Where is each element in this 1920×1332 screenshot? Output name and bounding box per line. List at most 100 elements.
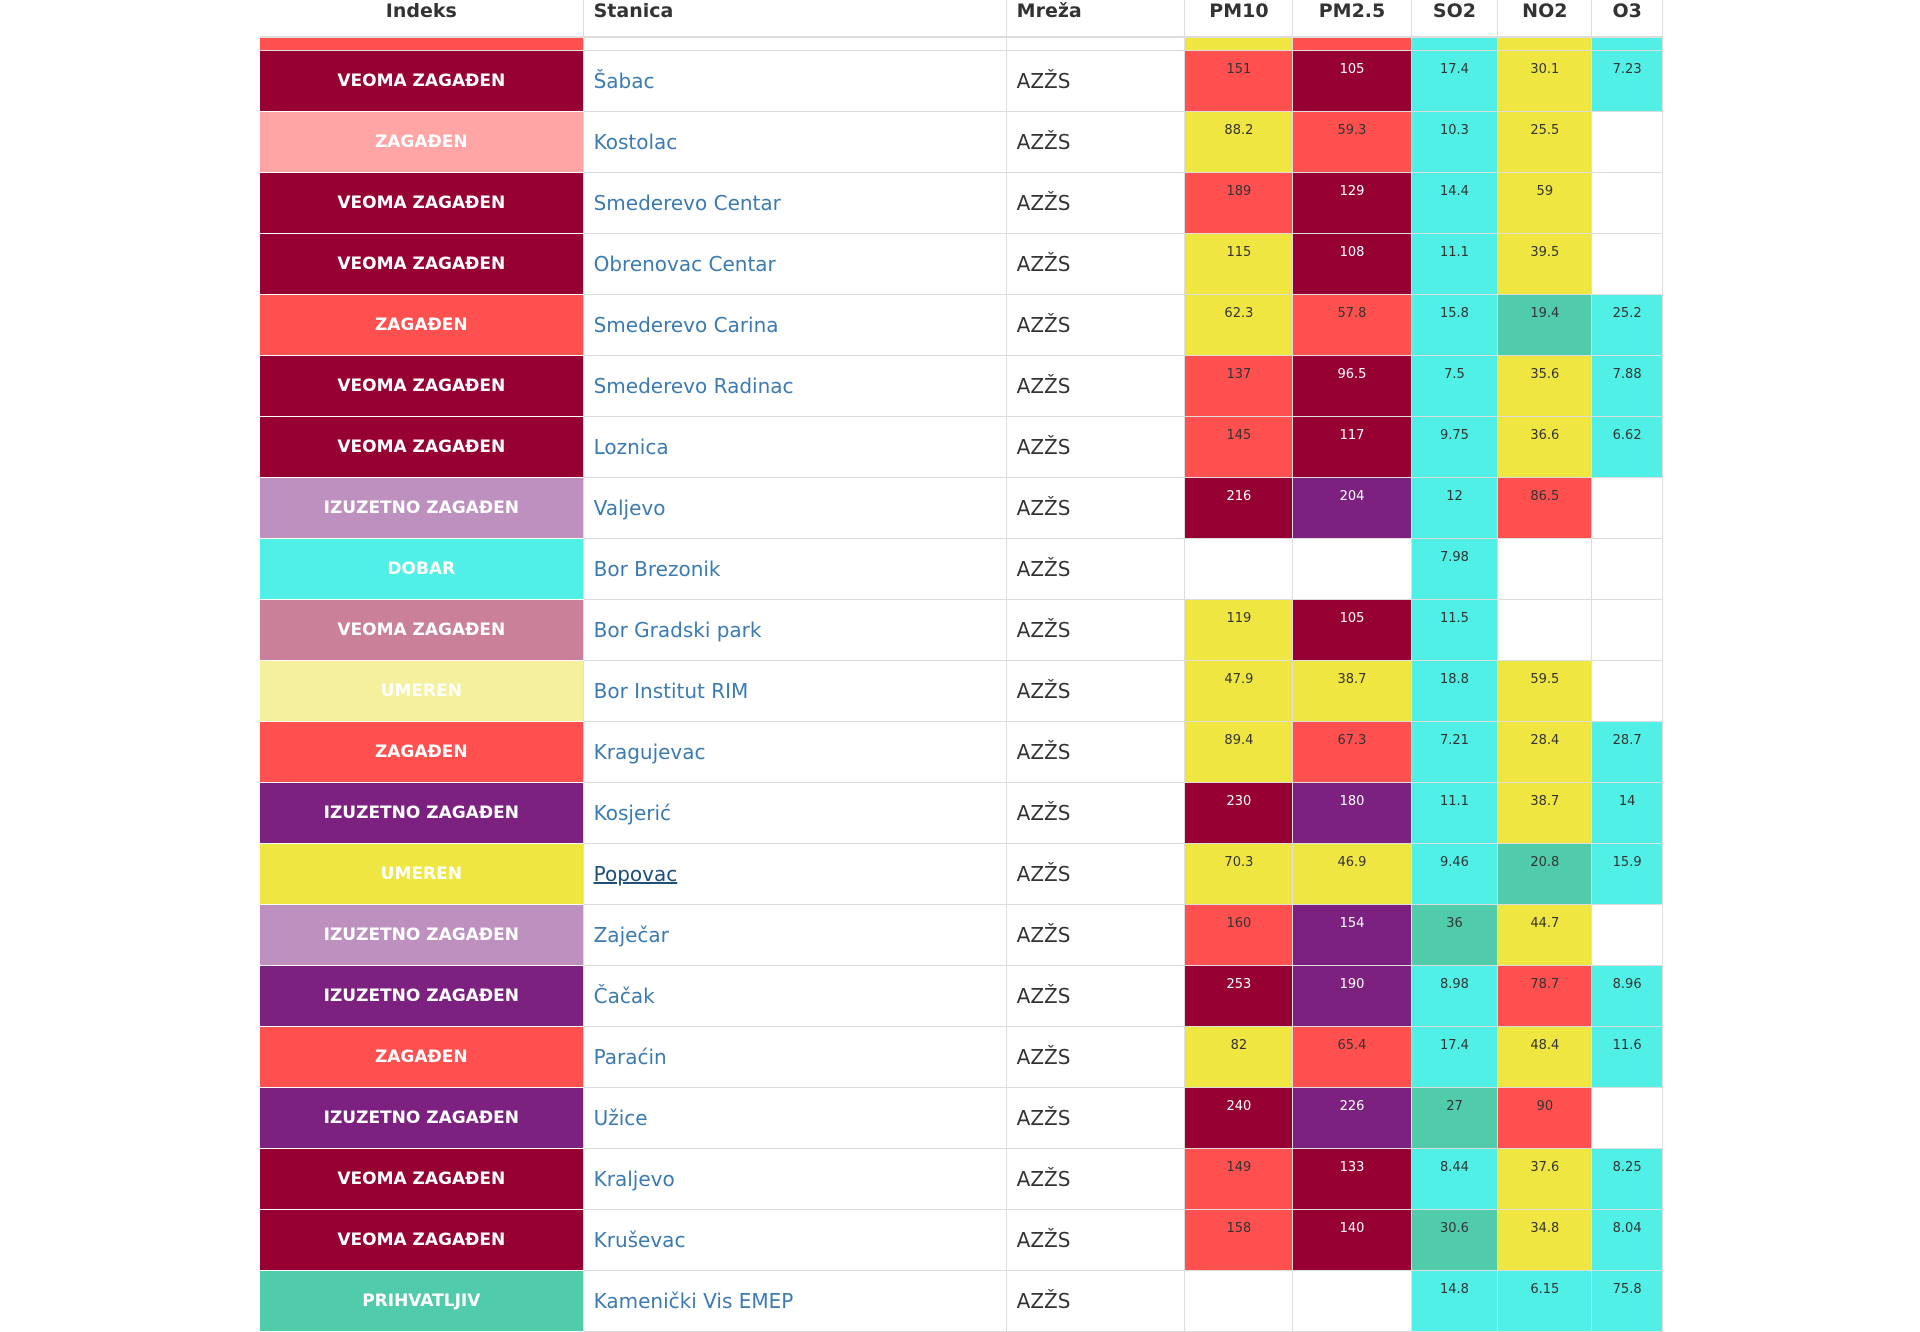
network-cell: AZŽS bbox=[1006, 660, 1186, 722]
o3-value-cell: 8.25 bbox=[1591, 1148, 1663, 1210]
station-link[interactable]: Bor Institut RIM bbox=[583, 660, 1007, 722]
o3-value-cell: 15.9 bbox=[1591, 843, 1663, 905]
header-indeks[interactable]: Indeks bbox=[260, 0, 584, 38]
station-link[interactable]: Smederevo Radinac bbox=[583, 355, 1007, 417]
station-link[interactable]: Kosjerić bbox=[583, 782, 1007, 844]
header-mreza[interactable]: Mreža bbox=[1006, 0, 1186, 38]
air-quality-index-badge: IZUZETNO ZAGAĐEN bbox=[260, 904, 584, 966]
so2-value-cell: 11.1 bbox=[1411, 782, 1499, 844]
air-quality-index-badge: VEOMA ZAGAĐEN bbox=[260, 1209, 584, 1271]
no2-value-cell: 59 bbox=[1497, 172, 1593, 234]
pm25-value-cell: 204 bbox=[1292, 477, 1412, 539]
so2-value-cell: 27 bbox=[1411, 1087, 1499, 1149]
partial-station-cell bbox=[583, 37, 1007, 51]
station-link[interactable]: Popovac bbox=[583, 843, 1007, 905]
station-link[interactable]: Bor Brezonik bbox=[583, 538, 1007, 600]
no2-value-cell: 39.5 bbox=[1497, 233, 1593, 295]
header-so2[interactable]: SO2 bbox=[1411, 0, 1499, 38]
pm10-value-cell: 119 bbox=[1184, 599, 1294, 661]
network-cell: AZŽS bbox=[1006, 782, 1186, 844]
o3-value-cell: 11.6 bbox=[1591, 1026, 1663, 1088]
so2-value-cell: 18.8 bbox=[1411, 660, 1499, 722]
no2-value-cell: 37.6 bbox=[1497, 1148, 1593, 1210]
station-link[interactable]: Kostolac bbox=[583, 111, 1007, 173]
air-quality-index-badge: VEOMA ZAGAĐEN bbox=[260, 172, 584, 234]
network-cell: AZŽS bbox=[1006, 172, 1186, 234]
o3-value-cell bbox=[1591, 172, 1663, 234]
pm10-value-cell: 145 bbox=[1184, 416, 1294, 478]
so2-value-cell: 30.6 bbox=[1411, 1209, 1499, 1271]
station-link[interactable]: Užice bbox=[583, 1087, 1007, 1149]
table-row-partial bbox=[260, 37, 1663, 51]
header-no2[interactable]: NO2 bbox=[1497, 0, 1593, 38]
partial-o3-cell bbox=[1591, 37, 1663, 51]
station-link[interactable]: Smederevo Centar bbox=[583, 172, 1007, 234]
station-link[interactable]: Smederevo Carina bbox=[583, 294, 1007, 356]
pm10-value-cell: 158 bbox=[1184, 1209, 1294, 1271]
table-row: IZUZETNO ZAGAĐEN Zaječar AZŽS 160 154 36 44.7 bbox=[260, 904, 1663, 966]
station-link[interactable]: Kruševac bbox=[583, 1209, 1007, 1271]
pm25-value-cell: 226 bbox=[1292, 1087, 1412, 1149]
table-row: VEOMA ZAGAĐEN Kruševac AZŽS 158 140 30.6 34.8 8… bbox=[260, 1209, 1663, 1271]
o3-value-cell: 25.2 bbox=[1591, 294, 1663, 356]
station-link[interactable]: Kraljevo bbox=[583, 1148, 1007, 1210]
air-quality-index-badge: IZUZETNO ZAGAĐEN bbox=[260, 965, 584, 1027]
network-cell: AZŽS bbox=[1006, 1209, 1186, 1271]
so2-value-cell: 9.75 bbox=[1411, 416, 1499, 478]
no2-value-cell: 6.15 bbox=[1497, 1270, 1593, 1332]
pm10-value-cell: 137 bbox=[1184, 355, 1294, 417]
no2-value-cell bbox=[1497, 599, 1593, 661]
air-quality-index-badge: VEOMA ZAGAĐEN bbox=[260, 1148, 584, 1210]
station-link[interactable]: Obrenovac Centar bbox=[583, 233, 1007, 295]
o3-value-cell: 7.88 bbox=[1591, 355, 1663, 417]
so2-value-cell: 14.8 bbox=[1411, 1270, 1499, 1332]
station-link[interactable]: Zaječar bbox=[583, 904, 1007, 966]
so2-value-cell: 7.5 bbox=[1411, 355, 1499, 417]
pm10-value-cell: 82 bbox=[1184, 1026, 1294, 1088]
station-link[interactable]: Valjevo bbox=[583, 477, 1007, 539]
network-cell: AZŽS bbox=[1006, 416, 1186, 478]
network-cell: AZŽS bbox=[1006, 294, 1186, 356]
pm25-value-cell: 190 bbox=[1292, 965, 1412, 1027]
header-pm10[interactable]: PM10 bbox=[1184, 0, 1294, 38]
network-cell: AZŽS bbox=[1006, 843, 1186, 905]
pm10-value-cell bbox=[1184, 538, 1294, 600]
station-link[interactable]: Paraćin bbox=[583, 1026, 1007, 1088]
pm25-value-cell: 96.5 bbox=[1292, 355, 1412, 417]
no2-value-cell: 30.1 bbox=[1497, 50, 1593, 112]
pm25-value-cell: 67.3 bbox=[1292, 721, 1412, 783]
pm10-value-cell: 62.3 bbox=[1184, 294, 1294, 356]
air-quality-index-badge: ZAGAĐEN bbox=[260, 1026, 584, 1088]
o3-value-cell: 14 bbox=[1591, 782, 1663, 844]
network-cell: AZŽS bbox=[1006, 1148, 1186, 1210]
pm10-value-cell: 47.9 bbox=[1184, 660, 1294, 722]
so2-value-cell: 11.1 bbox=[1411, 233, 1499, 295]
table-row: ZAGAĐEN Smederevo Carina AZŽS 62.3 57.8 15.8 1… bbox=[260, 294, 1663, 356]
air-quality-index-badge: ZAGAĐEN bbox=[260, 721, 584, 783]
so2-value-cell: 15.8 bbox=[1411, 294, 1499, 356]
table-row: IZUZETNO ZAGAĐEN Kosjerić AZŽS 230 180 11.1 38… bbox=[260, 782, 1663, 844]
pm25-value-cell: 105 bbox=[1292, 50, 1412, 112]
header-pm25[interactable]: PM2.5 bbox=[1292, 0, 1412, 38]
air-quality-index-badge: IZUZETNO ZAGAĐEN bbox=[260, 477, 584, 539]
header-stanica[interactable]: Stanica bbox=[583, 0, 1007, 38]
pm25-value-cell bbox=[1292, 1270, 1412, 1332]
network-cell: AZŽS bbox=[1006, 1270, 1186, 1332]
pm25-value-cell: 65.4 bbox=[1292, 1026, 1412, 1088]
o3-value-cell bbox=[1591, 1087, 1663, 1149]
station-link[interactable]: Čačak bbox=[583, 965, 1007, 1027]
station-link[interactable]: Kamenički Vis EMEP bbox=[583, 1270, 1007, 1332]
station-link[interactable]: Bor Gradski park bbox=[583, 599, 1007, 661]
pm10-value-cell: 240 bbox=[1184, 1087, 1294, 1149]
header-o3[interactable]: O3 bbox=[1591, 0, 1663, 38]
pm25-value-cell: 38.7 bbox=[1292, 660, 1412, 722]
station-link[interactable]: Kragujevac bbox=[583, 721, 1007, 783]
network-cell: AZŽS bbox=[1006, 965, 1186, 1027]
network-cell: AZŽS bbox=[1006, 721, 1186, 783]
pm10-value-cell: 149 bbox=[1184, 1148, 1294, 1210]
table-row: VEOMA ZAGAĐEN Obrenovac Centar AZŽS 115 108 1… bbox=[260, 233, 1663, 295]
so2-value-cell: 12 bbox=[1411, 477, 1499, 539]
station-link[interactable]: Loznica bbox=[583, 416, 1007, 478]
station-link[interactable]: Šabac bbox=[583, 50, 1007, 112]
partial-pm25-cell bbox=[1292, 37, 1412, 51]
